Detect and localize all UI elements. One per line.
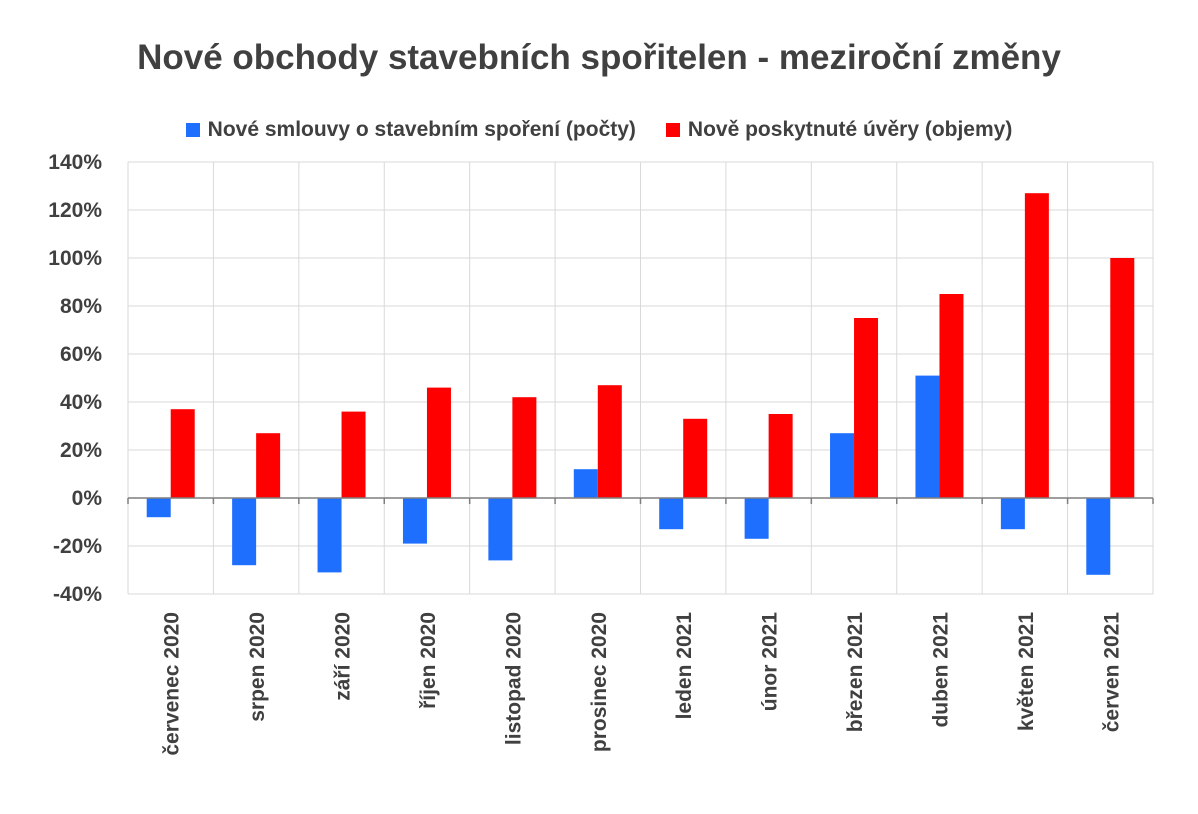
bar-contracts [915,375,940,498]
bar-loans [1024,193,1049,498]
bar-contracts [1000,498,1025,530]
x-tick-label: listopad 2020 [502,612,525,745]
y-tick-label: -40% [53,583,102,606]
legend-item-loans: Nově poskytnuté úvěry (objemy) [665,118,1013,142]
legend-label-loans: Nově poskytnuté úvěry (objemy) [687,118,1013,141]
bar-loans [426,387,451,498]
x-tick-label: květen 2021 [1015,612,1038,731]
y-tick-label: 100% [48,247,102,270]
y-tick-label: 40% [60,391,102,414]
bar-contracts [402,498,427,544]
chart-title: Nové obchody stavebních spořitelen - mez… [137,38,1061,77]
bar-loans [170,409,195,498]
y-tick-label: 80% [60,295,102,318]
bar-contracts [830,433,855,498]
bar-contracts [744,498,769,539]
x-tick-label: březen 2021 [844,612,867,733]
legend: Nové smlouvy o stavebním spoření (počty)… [0,118,1198,142]
y-tick-label: 120% [48,199,102,222]
bar-loans [854,318,879,498]
legend-swatch-contracts [185,123,200,137]
bar-loans [1110,258,1135,498]
y-tick-label: -20% [53,535,102,558]
x-tick-label: únor 2021 [759,612,782,712]
bar-loans [768,414,793,498]
x-tick-label: duben 2021 [929,612,952,728]
legend-item-contracts: Nové smlouvy o stavebním spoření (počty) [185,118,636,142]
bar-loans [512,397,537,498]
x-tick-label: červenec 2020 [161,612,184,756]
y-tick-label: 0% [72,487,103,510]
bar-loans [939,294,964,498]
x-tick-label: červen 2021 [1100,612,1123,733]
y-tick-label: 60% [60,343,102,366]
x-tick-label: říjen 2020 [417,612,440,709]
bar-loans [341,411,366,498]
y-tick-label: 140% [48,151,102,174]
bar-contracts [659,498,684,530]
bar-loans [683,418,708,498]
bar-contracts [146,498,171,518]
y-tick-label: 20% [60,439,102,462]
x-tick-label: prosinec 2020 [588,612,611,752]
bar-contracts [573,469,598,498]
bar-contracts [232,498,257,566]
bar-loans [597,385,622,498]
bar-contracts [1086,498,1111,575]
legend-swatch-loans [665,123,680,137]
bar-contracts [488,498,513,561]
x-tick-label: leden 2021 [673,612,696,720]
x-tick-label: srpen 2020 [246,612,269,722]
bar-loans [256,433,281,498]
legend-label-contracts: Nové smlouvy o stavebním spoření (počty) [207,118,636,141]
x-tick-label: září 2020 [332,612,355,701]
bar-contracts [317,498,342,573]
